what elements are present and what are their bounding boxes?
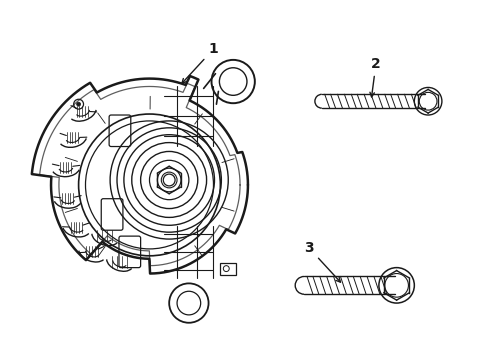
Text: 2: 2 [369,57,380,97]
Text: 3: 3 [304,241,340,282]
Circle shape [77,102,81,106]
Text: 1: 1 [182,42,218,83]
